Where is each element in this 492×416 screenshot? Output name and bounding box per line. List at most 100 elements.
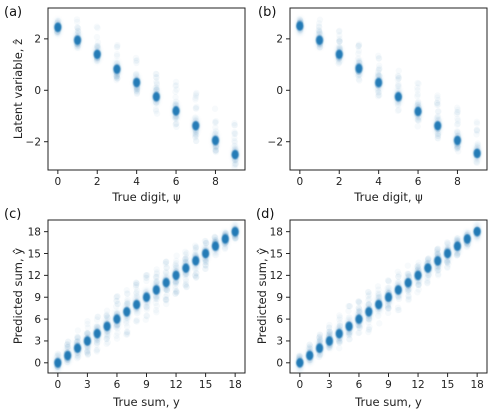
scatter-point-faint bbox=[103, 341, 109, 347]
y-tick-label: 0 bbox=[276, 358, 283, 370]
x-tick-label: 9 bbox=[143, 379, 150, 391]
scatter-point bbox=[162, 277, 170, 288]
scatter-point-faint bbox=[74, 334, 80, 340]
scatter-point-faint bbox=[85, 324, 91, 330]
y-tick-label: 12 bbox=[28, 270, 41, 282]
scatter-point-faint bbox=[124, 329, 130, 335]
scatter-point-faint bbox=[317, 17, 323, 23]
scatter-point-faint bbox=[183, 278, 189, 284]
x-tick-label: 6 bbox=[356, 379, 363, 391]
scatter-point-faint bbox=[474, 120, 480, 126]
scatter-point bbox=[335, 328, 343, 339]
scatter-point bbox=[384, 292, 393, 303]
scatter-point bbox=[172, 270, 180, 281]
panel-b-plot-area bbox=[289, 7, 488, 171]
y-tick-label: 6 bbox=[34, 314, 41, 326]
x-tick-label: 8 bbox=[212, 176, 219, 188]
panel-c-points bbox=[54, 222, 239, 372]
x-tick-label: 2 bbox=[94, 176, 101, 188]
scatter-point bbox=[142, 292, 151, 303]
scatter-point-faint bbox=[193, 245, 199, 251]
scatter-point bbox=[93, 328, 101, 339]
scatter-point bbox=[315, 35, 324, 45]
x-tick-label: 15 bbox=[441, 379, 454, 391]
panel-a: (a) 0 2 4 6 8 −2 0 2 True digit, ψ Latent varia… bbox=[4, 5, 246, 204]
y-tick-label: 3 bbox=[276, 336, 283, 348]
scatter-point-faint bbox=[193, 274, 199, 280]
scatter-point-faint bbox=[143, 317, 149, 323]
scatter-point bbox=[172, 106, 180, 116]
panel-a-ticks: 0 2 4 6 8 −2 0 2 bbox=[26, 34, 219, 188]
scatter-point-faint bbox=[396, 75, 402, 81]
scatter-point bbox=[133, 77, 141, 88]
panel-b-label: (b) bbox=[258, 5, 276, 20]
scatter-point bbox=[231, 149, 239, 160]
scatter-point-faint bbox=[434, 246, 440, 252]
x-tick-label: 0 bbox=[55, 379, 62, 391]
scatter-point bbox=[365, 307, 373, 317]
panel-c-label: (c) bbox=[4, 207, 21, 222]
scatter-point bbox=[202, 248, 210, 259]
scatter-point-faint bbox=[375, 55, 381, 61]
scatter-point-faint bbox=[114, 44, 120, 50]
scatter-point-faint bbox=[336, 345, 342, 351]
scatter-point-faint bbox=[74, 19, 80, 25]
panel-d: (d) 0 3 6 9 12 15 18 0 3 6 9 12 15 18 True sum, y Pre… bbox=[255, 207, 488, 409]
scatter-point bbox=[113, 64, 121, 74]
scatter-point-faint bbox=[193, 138, 199, 144]
x-tick-label: 4 bbox=[375, 176, 382, 188]
panel-d-ticks: 0 3 6 9 12 15 18 0 3 6 9 12 15 18 bbox=[270, 226, 484, 391]
scatter-point-faint bbox=[336, 32, 342, 38]
scatter-point-faint bbox=[212, 106, 218, 112]
scatter-point-faint bbox=[163, 259, 169, 265]
scatter-point-faint bbox=[94, 34, 100, 40]
scatter-point-faint bbox=[124, 290, 130, 296]
scatter-point bbox=[152, 285, 160, 295]
scatter-point-faint bbox=[395, 273, 401, 279]
y-tick-label: 6 bbox=[276, 314, 283, 326]
scatter-point-faint bbox=[154, 110, 160, 116]
scatter-point-faint bbox=[365, 289, 371, 295]
scatter-point bbox=[54, 358, 62, 368]
x-tick-label: 15 bbox=[199, 379, 212, 391]
scatter-point-faint bbox=[173, 82, 179, 88]
scatter-point-faint bbox=[144, 272, 150, 278]
scatter-point bbox=[473, 226, 481, 237]
y-tick-label: 2 bbox=[276, 34, 283, 46]
scatter-point-faint bbox=[124, 296, 130, 302]
scatter-point-faint bbox=[396, 107, 402, 113]
panel-d-plot-area bbox=[289, 219, 488, 374]
scatter-point-faint bbox=[376, 66, 382, 72]
panel-d-x-label: True sum, y bbox=[354, 395, 422, 409]
scatter-point-faint bbox=[435, 101, 441, 107]
scatter-point-faint bbox=[346, 303, 352, 309]
x-tick-label: 6 bbox=[173, 176, 180, 188]
scatter-point bbox=[211, 135, 220, 146]
scatter-point-faint bbox=[162, 296, 168, 302]
scatter-point bbox=[192, 255, 200, 266]
panel-d-y-label: Predicted sum, ŷ bbox=[255, 248, 269, 344]
y-tick-label: 18 bbox=[28, 226, 41, 238]
scatter-point-faint bbox=[366, 324, 372, 330]
scatter-point bbox=[434, 255, 442, 266]
scatter-point bbox=[414, 270, 422, 281]
panel-b: (b) 0 2 4 6 8 −2 0 2 True digit, ψ bbox=[258, 5, 488, 204]
scatter-point-faint bbox=[414, 80, 420, 86]
scatter-point-faint bbox=[396, 68, 402, 74]
x-tick-label: 12 bbox=[169, 379, 182, 391]
x-tick-label: 18 bbox=[470, 379, 483, 391]
scatter-point-faint bbox=[173, 289, 179, 295]
y-tick-label: 9 bbox=[276, 292, 283, 304]
scatter-point-faint bbox=[114, 53, 120, 59]
scatter-point-faint bbox=[356, 42, 362, 48]
x-tick-label: 8 bbox=[454, 176, 461, 188]
scatter-point-faint bbox=[375, 313, 381, 319]
panel-a-y-label: Latent variable, ẑ bbox=[11, 39, 25, 139]
x-tick-label: 0 bbox=[55, 176, 62, 188]
panel-b-x-label: True digit, ψ bbox=[353, 190, 422, 204]
scatter-point-faint bbox=[405, 262, 411, 268]
scatter-point bbox=[152, 91, 160, 102]
scatter-point bbox=[473, 148, 481, 159]
y-tick-label: 15 bbox=[28, 248, 41, 260]
